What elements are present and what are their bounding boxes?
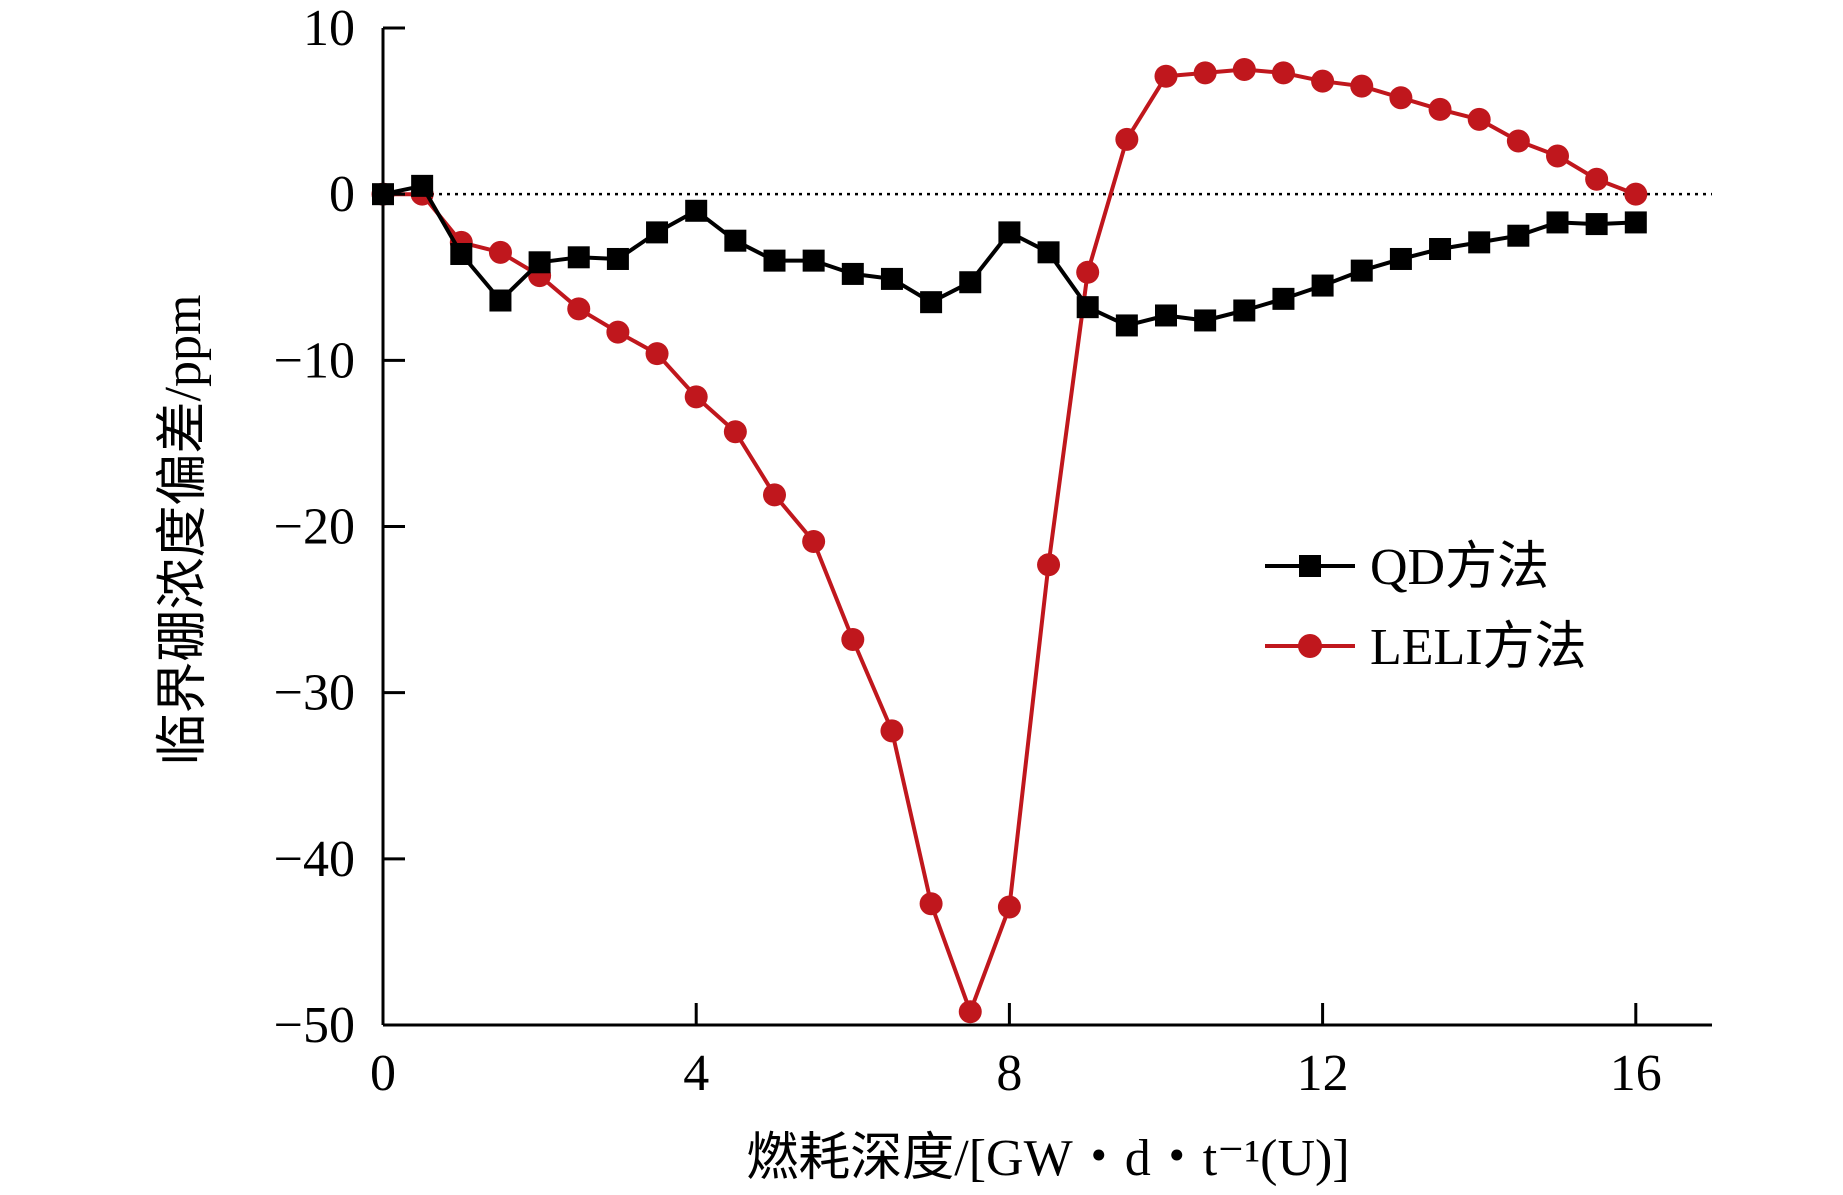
data-point xyxy=(645,342,669,366)
data-point xyxy=(958,1000,982,1024)
data-point xyxy=(1467,107,1491,131)
y-tick-label: −50 xyxy=(274,997,355,1054)
y-tick-label: −20 xyxy=(274,499,355,556)
data-point xyxy=(1389,86,1413,110)
data-point xyxy=(998,221,1021,244)
data-point xyxy=(1585,213,1608,236)
data-point xyxy=(411,174,434,197)
x-tick-label: 12 xyxy=(1297,1045,1349,1102)
data-point xyxy=(1311,274,1334,297)
data-point xyxy=(880,267,903,290)
data-point xyxy=(1546,211,1569,234)
data-point xyxy=(802,529,826,553)
data-point xyxy=(920,291,943,314)
y-tick-label: −10 xyxy=(274,332,355,389)
x-tick-label: 4 xyxy=(683,1045,709,1102)
data-point xyxy=(1076,296,1099,319)
data-point xyxy=(567,246,590,269)
data-point xyxy=(841,627,865,651)
data-point xyxy=(1350,74,1374,98)
data-point xyxy=(1624,211,1647,234)
series-qd xyxy=(372,174,1647,337)
data-point xyxy=(1546,144,1569,168)
legend: QD方法 LELI方法 xyxy=(1265,539,1587,676)
data-point xyxy=(528,251,551,274)
x-tick-label: 8 xyxy=(996,1045,1022,1102)
x-axis-label: 燃耗深度/[GW・d・t⁻¹(U)] xyxy=(746,1130,1349,1187)
data-point xyxy=(1037,241,1060,264)
data-point xyxy=(1155,304,1177,327)
data-point xyxy=(802,249,825,272)
data-point xyxy=(1115,127,1139,151)
data-point xyxy=(1194,309,1217,332)
data-point xyxy=(1624,182,1648,206)
data-point xyxy=(880,719,904,743)
data-point xyxy=(959,271,982,294)
series-leli xyxy=(371,58,1648,1024)
y-tick-label: −40 xyxy=(274,831,355,888)
data-point xyxy=(489,289,512,312)
data-point xyxy=(763,483,786,507)
data-point xyxy=(646,221,669,244)
legend-label-qd: QD方法 xyxy=(1370,539,1549,596)
legend-marker-leli xyxy=(1298,634,1322,658)
data-point xyxy=(1585,167,1609,191)
y-tick-label: 0 xyxy=(329,166,355,223)
data-point xyxy=(1076,260,1100,284)
data-point xyxy=(1468,231,1491,254)
x-tick-label: 0 xyxy=(370,1045,396,1102)
legend-marker-qd xyxy=(1299,555,1321,577)
legend-item-leli: LELI方法 xyxy=(1265,619,1587,676)
data-point xyxy=(488,240,512,264)
x-tick-label: 16 xyxy=(1610,1045,1662,1102)
y-axis-label: 临界硼浓度偏差/ppm xyxy=(155,295,212,766)
data-point xyxy=(1389,247,1412,270)
data-point xyxy=(450,242,473,265)
data-point xyxy=(723,420,747,444)
data-point xyxy=(684,385,708,409)
data-point xyxy=(1272,287,1295,310)
data-point xyxy=(1115,314,1138,337)
plot-area: 10 0 −10 −20 −30 −40 −50 0 4 8 12 16 xyxy=(274,0,1712,1102)
data-point xyxy=(606,247,629,270)
data-point xyxy=(1311,69,1335,93)
data-point xyxy=(1429,238,1452,261)
data-point xyxy=(1193,61,1217,85)
data-point xyxy=(1271,61,1295,85)
data-point xyxy=(1350,259,1373,282)
legend-item-qd: QD方法 xyxy=(1265,539,1549,596)
data-point xyxy=(1037,553,1061,577)
data-point xyxy=(1506,129,1530,153)
y-tick-label: −30 xyxy=(274,665,355,722)
series-layer xyxy=(371,58,1648,1024)
data-point xyxy=(606,320,630,344)
data-point xyxy=(919,892,943,916)
legend-label-leli: LELI方法 xyxy=(1370,619,1587,676)
x-ticks: 0 4 8 12 16 xyxy=(370,1003,1662,1102)
y-tick-label: 10 xyxy=(303,0,355,57)
data-point xyxy=(1154,64,1178,88)
data-point xyxy=(1233,299,1256,322)
data-point xyxy=(685,199,708,222)
data-point xyxy=(1507,224,1530,247)
data-point xyxy=(1428,97,1452,121)
data-point xyxy=(763,249,786,272)
data-point xyxy=(997,895,1021,919)
data-point xyxy=(1232,58,1256,82)
data-point xyxy=(841,262,864,285)
data-point xyxy=(567,297,591,321)
y-ticks: 10 0 −10 −20 −30 −40 −50 xyxy=(274,0,405,1054)
data-point xyxy=(724,229,747,252)
